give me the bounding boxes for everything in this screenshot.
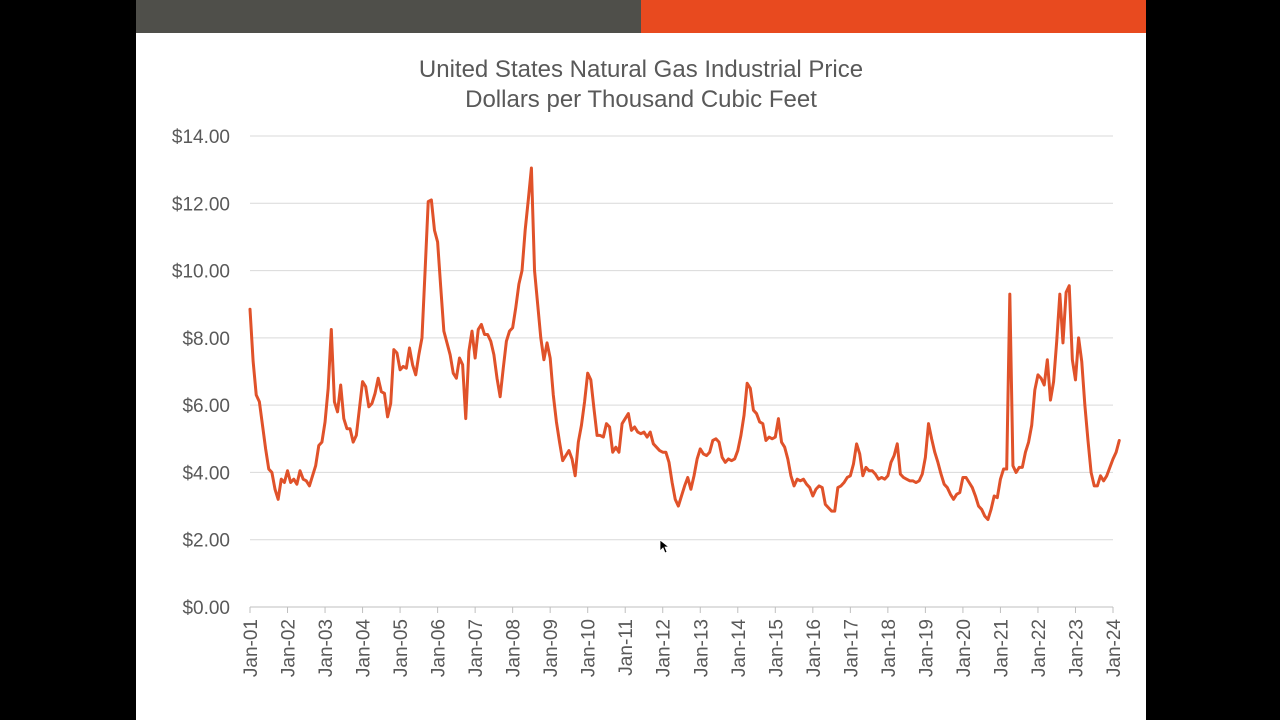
x-tick-label: Jan-17 — [841, 619, 862, 677]
slide: United States Natural Gas Industrial Pri… — [136, 0, 1146, 720]
series-layer — [248, 166, 1121, 522]
x-tick-label: Jan-20 — [954, 619, 975, 677]
x-tick-label: Jan-05 — [391, 619, 412, 677]
x-tick-label: Jan-03 — [316, 619, 337, 677]
x-tick-label: Jan-23 — [1066, 619, 1087, 677]
x-tick-label: Jan-07 — [466, 619, 487, 677]
y-axis-ticks: $0.00 $2.00 $4.00 $6.00 $8.00 $10.00 $12.00 $14… — [172, 127, 230, 619]
y-tick-label: $12.00 — [172, 194, 230, 215]
y-tick-label: $10.00 — [172, 262, 230, 283]
x-tick-label: Jan-15 — [766, 619, 787, 677]
x-tick-label: Jan-18 — [879, 619, 900, 677]
x-tick-label: Jan-02 — [279, 619, 300, 677]
x-tick-label: Jan-06 — [429, 619, 450, 677]
mouse-cursor-icon — [660, 540, 670, 554]
chart-title: United States Natural Gas Industrial Pri… — [419, 56, 863, 83]
series-line-industrial-price — [248, 166, 1121, 522]
x-tick-label: Jan-24 — [1104, 619, 1125, 678]
x-tick-label: Jan-10 — [579, 619, 600, 677]
x-tick-label: Jan-04 — [354, 619, 375, 678]
gridlines — [250, 135, 1113, 541]
x-tick-label: Jan-14 — [729, 619, 750, 678]
chart-subtitle: Dollars per Thousand Cubic Feet — [465, 86, 817, 113]
x-tick-label: Jan-01 — [241, 619, 262, 677]
x-tick-label: Jan-11 — [616, 619, 637, 676]
x-tick-label: Jan-16 — [804, 619, 825, 677]
x-tick-label: Jan-13 — [691, 619, 712, 677]
x-tick-label: Jan-09 — [541, 619, 562, 677]
x-tick-label: Jan-21 — [991, 619, 1012, 677]
line-chart: United States Natural Gas Industrial Pri… — [172, 56, 1125, 678]
header-bar-right — [641, 0, 1146, 33]
x-axis: Jan-01 Jan-02 Jan-03 Jan-04 Jan-05 Jan-06 Jan-… — [241, 606, 1125, 678]
x-tick-label: Jan-19 — [916, 619, 937, 677]
x-tick-label: Jan-08 — [504, 619, 525, 677]
y-tick-label: $6.00 — [182, 396, 230, 417]
y-tick-label: $0.00 — [182, 598, 230, 619]
x-tick-label: Jan-12 — [654, 619, 675, 677]
y-tick-label: $14.00 — [172, 127, 230, 148]
header-bar-left — [136, 0, 641, 33]
y-tick-label: $4.00 — [182, 463, 230, 484]
y-tick-label: $8.00 — [182, 329, 230, 350]
x-tick-label: Jan-22 — [1029, 619, 1050, 677]
y-tick-label: $2.00 — [182, 531, 230, 552]
